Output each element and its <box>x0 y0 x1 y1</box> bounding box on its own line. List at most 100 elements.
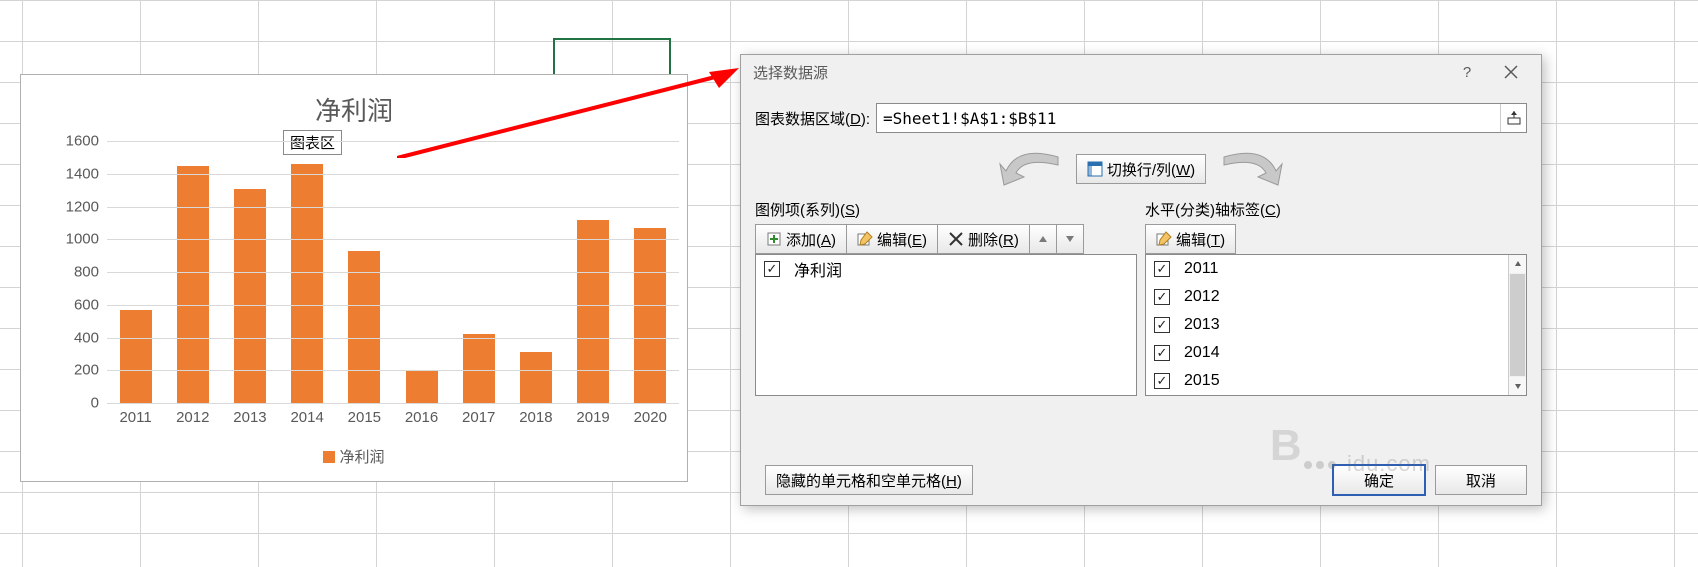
series-listbox[interactable]: ✓ 净利润 <box>755 254 1137 396</box>
cancel-button[interactable]: 取消 <box>1435 465 1527 495</box>
axis-toolbar: 编辑(T) <box>1145 224 1527 254</box>
curved-arrow-right-icon <box>1214 151 1284 187</box>
range-picker-button[interactable] <box>1500 104 1526 132</box>
x-axis: 2011201220132014201520162017201820192020 <box>107 409 679 426</box>
curved-arrow-left-icon <box>998 151 1068 187</box>
scroll-thumb[interactable] <box>1510 274 1525 376</box>
remove-icon <box>948 231 964 247</box>
checkbox[interactable]: ✓ <box>1154 261 1170 277</box>
help-icon: ? <box>1463 64 1471 81</box>
y-tick: 0 <box>91 395 99 412</box>
y-tick: 400 <box>74 329 99 346</box>
y-tick: 200 <box>74 362 99 379</box>
y-axis: 02004006008001000120014001600 <box>55 141 103 403</box>
chart-data-range-input[interactable] <box>877 107 1500 130</box>
list-item-label: 2012 <box>1184 288 1220 306</box>
x-tick: 2011 <box>107 409 164 426</box>
chart-data-range-row: 图表数据区域(D): <box>755 103 1527 133</box>
checkbox[interactable]: ✓ <box>1154 289 1170 305</box>
x-tick: 2020 <box>622 409 679 426</box>
bar[interactable] <box>577 220 609 403</box>
x-tick: 2019 <box>565 409 622 426</box>
list-item-label: 2011 <box>1184 260 1218 278</box>
x-tick: 2017 <box>450 409 507 426</box>
list-item[interactable]: ✓ 净利润 <box>756 255 1136 283</box>
scroll-up-button[interactable] <box>1509 255 1526 273</box>
y-tick: 600 <box>74 296 99 313</box>
axis-labels-listbox[interactable]: ✓2011✓2012✓2013✓2014✓2015 <box>1145 254 1527 396</box>
chart-legend: 净利润 <box>21 446 687 467</box>
bar[interactable] <box>406 370 438 403</box>
x-tick: 2015 <box>336 409 393 426</box>
series-edit-button[interactable]: 编辑(E) <box>846 224 938 254</box>
legend-series-header: 图例项(系列)(S) <box>755 199 1137 220</box>
list-item-label: 2013 <box>1184 316 1220 334</box>
chevron-up-icon <box>1514 260 1522 268</box>
series-add-button[interactable]: 添加(A) <box>755 224 847 254</box>
list-item[interactable]: ✓2014 <box>1146 339 1526 367</box>
x-tick: 2014 <box>279 409 336 426</box>
bar[interactable] <box>463 334 495 403</box>
scroll-down-button[interactable] <box>1509 377 1526 395</box>
y-tick: 1000 <box>66 231 99 248</box>
legend-swatch <box>323 451 335 463</box>
hidden-empty-cells-label: 隐藏的单元格和空单元格(H) <box>776 470 962 491</box>
hidden-empty-cells-button[interactable]: 隐藏的单元格和空单元格(H) <box>765 465 973 495</box>
bar[interactable] <box>520 352 552 403</box>
range-picker-icon <box>1507 111 1521 125</box>
checkbox[interactable]: ✓ <box>1154 373 1170 389</box>
x-tick: 2012 <box>164 409 221 426</box>
chevron-up-icon <box>1038 234 1048 244</box>
cancel-label: 取消 <box>1466 470 1496 491</box>
dialog-body: 图表数据区域(D): 切换行/列(W) 图例项(系列)(S) <box>741 89 1541 396</box>
checkbox[interactable]: ✓ <box>1154 345 1170 361</box>
series-move-down-button[interactable] <box>1056 224 1084 254</box>
checkbox[interactable]: ✓ <box>764 261 780 277</box>
bar[interactable] <box>177 166 209 403</box>
bar[interactable] <box>348 251 380 403</box>
series-remove-button[interactable]: 删除(R) <box>937 224 1030 254</box>
help-button[interactable]: ? <box>1445 57 1489 87</box>
x-tick: 2018 <box>507 409 564 426</box>
series-remove-label: 删除(R) <box>968 229 1019 250</box>
axis-edit-button[interactable]: 编辑(T) <box>1145 224 1236 254</box>
list-item-label: 2015 <box>1184 372 1220 390</box>
close-button[interactable] <box>1489 57 1533 87</box>
dialog-titlebar[interactable]: 选择数据源 ? <box>741 55 1541 89</box>
list-item[interactable]: ✓ 2011 <box>1146 255 1526 283</box>
switch-row-column-label: 切换行/列(W) <box>1107 159 1195 180</box>
switch-icon <box>1087 161 1103 177</box>
chart-data-range-label: 图表数据区域(D): <box>755 108 870 129</box>
edit-icon <box>857 231 873 247</box>
list-item[interactable]: ✓ 2013 <box>1146 311 1526 339</box>
horizontal-axis-labels-section: 水平(分类)轴标签(C) 编辑(T) ✓2011✓2012✓2013✓2014✓… <box>1145 199 1527 396</box>
axis-edit-label: 编辑(T) <box>1176 229 1225 250</box>
axis-list-scrollbar[interactable] <box>1508 255 1526 395</box>
y-tick: 1400 <box>66 165 99 182</box>
bar[interactable] <box>120 310 152 403</box>
dialog-title: 选择数据源 <box>749 62 1445 83</box>
ok-button[interactable]: 确定 <box>1333 465 1425 495</box>
y-tick: 800 <box>74 264 99 281</box>
x-tick: 2013 <box>221 409 278 426</box>
switch-row-column-button[interactable]: 切换行/列(W) <box>1076 154 1206 184</box>
chart-container[interactable]: 净利润 图表区 02004006008001000120014001600 20… <box>20 74 688 482</box>
y-tick: 1600 <box>66 133 99 150</box>
sections: 图例项(系列)(S) 添加(A) 编辑(E) 删除(R) <box>755 199 1527 396</box>
checkbox[interactable]: ✓ <box>1154 317 1170 333</box>
series-move-up-button[interactable] <box>1029 224 1057 254</box>
legend-label: 净利润 <box>339 449 384 466</box>
list-item-label: 净利润 <box>794 257 842 281</box>
ok-label: 确定 <box>1364 470 1394 491</box>
list-item[interactable]: ✓ 2012 <box>1146 283 1526 311</box>
chart-data-range-input-wrap <box>876 103 1527 133</box>
axis-labels-header: 水平(分类)轴标签(C) <box>1145 199 1527 220</box>
series-edit-label: 编辑(E) <box>877 229 927 250</box>
bar[interactable] <box>634 228 666 403</box>
dialog-footer: 隐藏的单元格和空单元格(H) 确定 取消 <box>755 465 1527 495</box>
list-item[interactable]: ✓ 2015 <box>1146 367 1526 395</box>
y-tick: 1200 <box>66 198 99 215</box>
series-toolbar: 添加(A) 编辑(E) 删除(R) <box>755 224 1137 254</box>
plot-area: 02004006008001000120014001600 <box>55 141 679 403</box>
bar[interactable] <box>291 164 323 403</box>
